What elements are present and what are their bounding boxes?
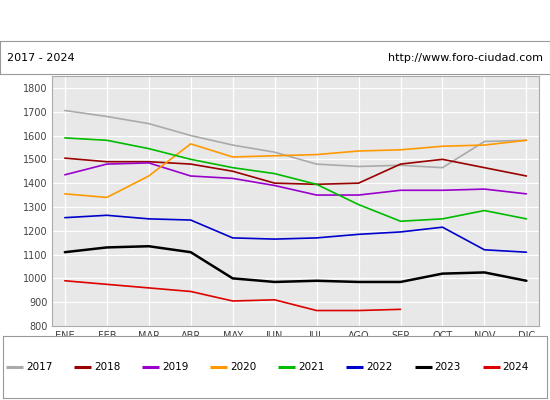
Text: 2023: 2023 (434, 362, 461, 372)
Text: 2024: 2024 (502, 362, 529, 372)
Text: 2017 - 2024: 2017 - 2024 (7, 53, 74, 63)
Text: Evolucion del paro registrado en Cehegín: Evolucion del paro registrado en Cehegín (124, 13, 426, 29)
Text: 2018: 2018 (94, 362, 120, 372)
Text: 2021: 2021 (298, 362, 324, 372)
Text: 2017: 2017 (26, 362, 52, 372)
Text: 2020: 2020 (230, 362, 256, 372)
Text: 2022: 2022 (366, 362, 393, 372)
Text: http://www.foro-ciudad.com: http://www.foro-ciudad.com (388, 53, 543, 63)
Text: 2019: 2019 (162, 362, 189, 372)
